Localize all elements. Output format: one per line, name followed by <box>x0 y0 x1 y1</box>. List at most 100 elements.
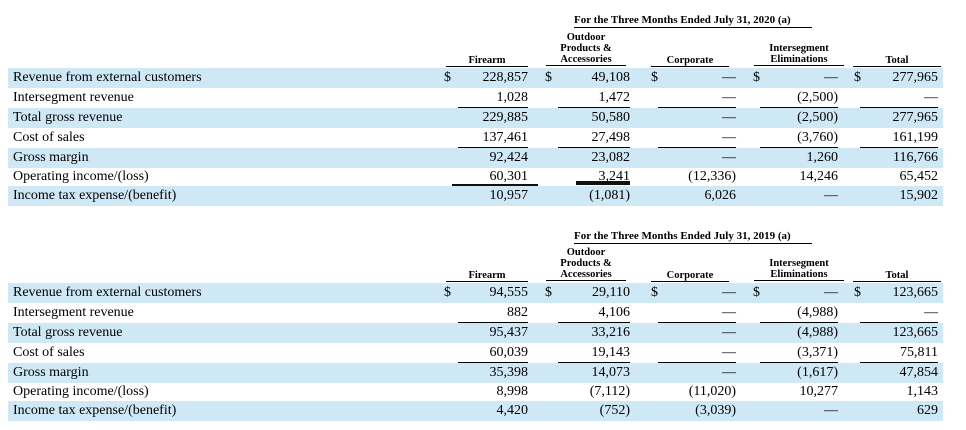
cell-intersegment: — <box>824 403 838 418</box>
row-label: Revenue from external customers <box>13 70 202 85</box>
cell-intersegment: (2,500) <box>797 110 838 125</box>
row-label: Income tax expense/(benefit) <box>13 188 177 203</box>
cell-firearm: 229,885 <box>482 110 529 125</box>
cell-firearm: 10,957 <box>489 188 529 203</box>
cell-firearm: 94,555 <box>489 285 529 300</box>
table-row: Income tax expense/(benefit) 4,420 (752)… <box>8 401 943 421</box>
cell-intersegment: (4,988) <box>760 303 838 323</box>
cell-total: 47,854 <box>899 365 939 380</box>
cell-firearm: 1,028 <box>458 88 528 108</box>
cell-outdoor: 1,472 <box>558 88 630 108</box>
cell-outdoor: 4,106 <box>558 303 630 323</box>
cell-corporate: — <box>658 88 736 108</box>
cell-outdoor: (752) <box>599 403 630 418</box>
cell-corporate: — <box>722 110 736 125</box>
cell-corporate: (12,336) <box>688 169 736 184</box>
cell-firearm: 882 <box>458 303 528 323</box>
cell-outdoor: 14,073 <box>591 365 631 380</box>
dollar-sign: $ <box>854 285 861 300</box>
cell-outdoor: 29,110 <box>592 285 630 300</box>
cell-total: 116,766 <box>893 150 938 165</box>
row-label: Gross margin <box>13 365 89 380</box>
col-header-intersegment: Intersegment Eliminations <box>752 258 846 281</box>
cell-firearm: 35,398 <box>489 365 529 380</box>
dollar-sign: $ <box>651 285 658 300</box>
dollar-sign: $ <box>545 285 552 300</box>
cell-intersegment: — <box>824 285 838 300</box>
table-row: Gross margin 92,424 23,082 — 1,260 116,7… <box>8 148 943 168</box>
cell-outdoor: 19,143 <box>558 343 630 363</box>
row-label: Total gross revenue <box>13 110 123 125</box>
table-row: Intersegment revenue 1,028 1,472 — (2,50… <box>8 88 943 108</box>
dollar-sign: $ <box>753 70 760 85</box>
cell-intersegment: — <box>824 70 838 85</box>
cell-outdoor: 50,580 <box>591 110 631 125</box>
row-label: Cost of sales <box>13 130 85 145</box>
col-header-total: Total <box>852 55 942 67</box>
col-header-firearm: Firearm <box>446 55 528 67</box>
col-header-firearm: Firearm <box>446 270 528 282</box>
cell-total: — <box>860 88 938 108</box>
cell-firearm: 137,461 <box>458 128 528 148</box>
dollar-sign: $ <box>545 70 552 85</box>
table-title: For the Three Months Ended July 31, 2019… <box>574 230 834 244</box>
col-header-total: Total <box>852 270 942 282</box>
dollar-sign: $ <box>854 70 861 85</box>
col-header-outdoor: Outdoor Products & Accessories <box>546 32 626 66</box>
cell-total: 277,965 <box>892 70 939 85</box>
cell-outdoor: 33,216 <box>591 325 631 340</box>
cell-firearm: 92,424 <box>489 150 529 165</box>
row-label: Revenue from external customers <box>13 285 202 300</box>
table-row: Total gross revenue 95,437 33,216 — (4,9… <box>8 323 943 343</box>
row-label: Gross margin <box>13 150 89 165</box>
cell-corporate: (11,020) <box>688 384 736 399</box>
cell-outdoor: (7,112) <box>589 384 630 399</box>
cell-total: 161,199 <box>860 128 938 148</box>
cell-total: 277,965 <box>892 110 939 125</box>
row-label: Intersegment revenue <box>13 305 134 320</box>
cell-firearm: 60,301 <box>489 169 529 184</box>
row-label: Total gross revenue <box>13 325 123 340</box>
cell-corporate: — <box>722 365 736 380</box>
table-row: Income tax expense/(benefit) 10,957 (1,0… <box>8 186 943 206</box>
cell-outdoor: (1,081) <box>589 188 630 203</box>
cell-firearm: 95,437 <box>489 325 529 340</box>
cell-intersegment: — <box>824 188 838 203</box>
table-row: Total gross revenue 229,885 50,580 — (2,… <box>8 108 943 128</box>
table-row: Revenue from external customers $ 94,555… <box>8 283 943 303</box>
cell-intersegment: (4,988) <box>797 325 838 340</box>
table-row: Cost of sales 60,039 19,143 — (3,371) 75… <box>8 343 943 363</box>
cell-firearm: 8,998 <box>496 384 529 399</box>
cell-total: — <box>860 303 938 323</box>
cell-corporate: — <box>658 343 736 363</box>
cell-outdoor: 49,108 <box>591 70 631 85</box>
cell-outdoor: 23,082 <box>591 150 631 165</box>
row-label: Operating income/(loss) <box>13 169 149 184</box>
cell-firearm: 4,420 <box>496 403 529 418</box>
cell-intersegment: (2,500) <box>760 88 838 108</box>
table-row: Revenue from external customers $ 228,85… <box>8 68 943 88</box>
table-row: Operating income/(loss) 8,998 (7,112) (1… <box>8 382 943 402</box>
row-label: Cost of sales <box>13 345 85 360</box>
col-header-outdoor: Outdoor Products & Accessories <box>546 247 626 281</box>
table-row: Gross margin 35,398 14,073 — (1,617) 47,… <box>8 363 943 383</box>
cell-outdoor: 27,498 <box>558 128 630 148</box>
row-label: Operating income/(loss) <box>13 384 149 399</box>
dollar-sign: $ <box>444 285 451 300</box>
cell-corporate: — <box>722 325 736 340</box>
cell-total: 65,452 <box>899 169 939 184</box>
dollar-sign: $ <box>444 70 451 85</box>
underline-marker <box>576 181 630 185</box>
cell-intersegment: 1,260 <box>806 150 839 165</box>
cell-intersegment: 14,246 <box>799 169 839 184</box>
cell-total: 123,665 <box>892 285 939 300</box>
dollar-sign: $ <box>753 285 760 300</box>
cell-intersegment: (3,371) <box>760 343 838 363</box>
cell-total: 1,143 <box>906 384 939 399</box>
col-header-corporate: Corporate <box>650 55 730 67</box>
cell-corporate: — <box>722 70 736 85</box>
cell-firearm: 60,039 <box>458 343 528 363</box>
col-header-intersegment: Intersegment Eliminations <box>752 43 846 66</box>
cell-corporate: — <box>658 303 736 323</box>
col-header-corporate: Corporate <box>650 270 730 282</box>
